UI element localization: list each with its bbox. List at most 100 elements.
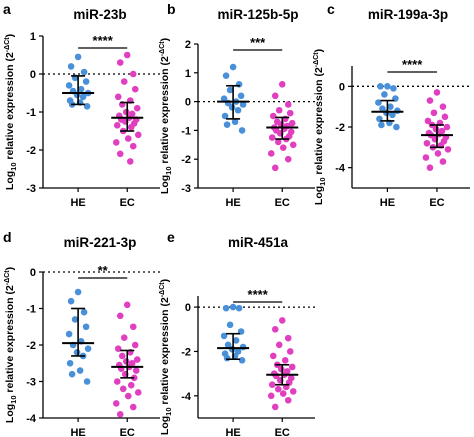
data-point-he <box>384 83 391 90</box>
significance-label: **** <box>248 287 269 302</box>
data-point-ec <box>267 392 275 400</box>
data-point-ec <box>275 106 283 114</box>
x-category-label: EC <box>120 427 135 437</box>
data-point-ec <box>274 385 282 393</box>
data-point-ec <box>424 117 432 125</box>
y-tick-label: -2 <box>335 122 345 134</box>
data-point-ec <box>268 134 276 141</box>
data-point-he <box>221 112 229 120</box>
y-tick-label: -4 <box>181 391 192 403</box>
data-point-ec <box>288 119 296 127</box>
data-point-ec <box>129 70 137 78</box>
data-point-ec <box>278 317 286 324</box>
data-point-he <box>383 109 390 117</box>
data-point-ec <box>119 385 127 393</box>
data-point-he <box>65 330 73 338</box>
data-point-he <box>231 118 239 126</box>
y-axis-label: Log10 relative expression (2-ΔCt) <box>159 279 173 435</box>
data-point-ec <box>271 403 279 411</box>
significance-label: **** <box>93 33 114 48</box>
data-point-he <box>82 323 90 331</box>
data-point-ec <box>426 97 434 104</box>
data-point-ec <box>277 365 285 373</box>
data-point-he <box>229 303 237 311</box>
data-point-ec <box>116 312 124 320</box>
data-point-ec <box>122 108 130 116</box>
data-point-ec <box>132 367 140 374</box>
x-category-label: HE <box>380 197 395 209</box>
panel-title: miR-221-3p <box>64 235 137 250</box>
data-point-he <box>80 68 88 76</box>
data-point-ec <box>289 141 297 149</box>
data-point-ec <box>129 323 137 331</box>
y-tick-label: -1 <box>181 125 191 137</box>
data-point-ec <box>120 334 128 342</box>
x-category-label: HE <box>70 197 85 209</box>
y-tick-label: -2 <box>26 145 36 157</box>
data-point-he <box>80 308 88 316</box>
y-tick-label: -2 <box>181 154 191 166</box>
data-point-he <box>66 359 74 367</box>
data-point-ec <box>120 78 128 85</box>
data-point-ec <box>134 131 142 139</box>
data-point-ec <box>116 411 124 418</box>
significance-label: ** <box>98 263 109 278</box>
y-tick-label: -3 <box>26 377 36 389</box>
data-point-ec <box>289 388 297 395</box>
data-point-ec <box>131 85 139 93</box>
y-tick-label: 2 <box>185 39 191 51</box>
data-point-he <box>77 85 85 93</box>
data-point-ec <box>114 345 122 352</box>
panel-title: miR-23b <box>73 7 126 22</box>
data-point-ec <box>127 381 135 389</box>
data-point-ec <box>269 352 277 360</box>
data-point-ec <box>133 104 141 112</box>
y-tick-label: -2 <box>181 346 191 358</box>
panel-letter: d <box>3 229 12 245</box>
data-point-he <box>83 378 91 385</box>
x-category-label: HE <box>225 427 240 437</box>
data-point-ec <box>269 112 277 120</box>
y-tick-label: 0 <box>185 302 191 314</box>
y-tick-label: 0 <box>30 69 36 81</box>
panel-title: miR-125b-5p <box>217 7 298 22</box>
panel-letter: c <box>327 1 335 17</box>
data-point-he <box>239 101 247 108</box>
data-point-ec <box>426 164 434 171</box>
data-point-ec <box>129 142 137 150</box>
data-point-he <box>387 103 394 110</box>
data-point-he <box>226 86 234 94</box>
significance-label: **** <box>402 57 423 72</box>
data-point-ec <box>127 123 135 131</box>
data-point-he <box>381 91 388 98</box>
data-point-ec <box>274 138 282 146</box>
data-point-ec <box>279 144 287 151</box>
significance-label: *** <box>250 35 266 50</box>
data-point-ec <box>279 390 287 397</box>
data-point-ec <box>124 392 132 400</box>
data-point-ec <box>267 150 275 157</box>
data-point-he <box>68 370 76 378</box>
data-point-ec <box>271 92 279 100</box>
data-point-ec <box>116 150 124 158</box>
data-point-ec <box>433 89 441 96</box>
data-point-ec <box>113 122 121 129</box>
data-point-ec <box>112 139 120 146</box>
x-category-label: HE <box>225 197 240 209</box>
data-point-ec <box>422 154 430 161</box>
y-axis-label: Log10 relative expression (2-ΔCt) <box>159 38 173 194</box>
data-point-ec <box>268 381 276 389</box>
data-point-he <box>223 354 231 362</box>
data-point-he <box>238 357 246 364</box>
data-point-ec <box>129 403 137 411</box>
x-category-label: EC <box>120 197 135 209</box>
data-point-ec <box>284 396 292 404</box>
x-category-label: EC <box>275 197 290 209</box>
data-point-he <box>393 123 400 131</box>
data-point-he <box>67 297 75 305</box>
x-category-label: HE <box>70 427 85 437</box>
y-tick-label: -3 <box>26 183 36 195</box>
y-tick-label: -2 <box>26 340 36 352</box>
data-point-he <box>223 121 231 128</box>
